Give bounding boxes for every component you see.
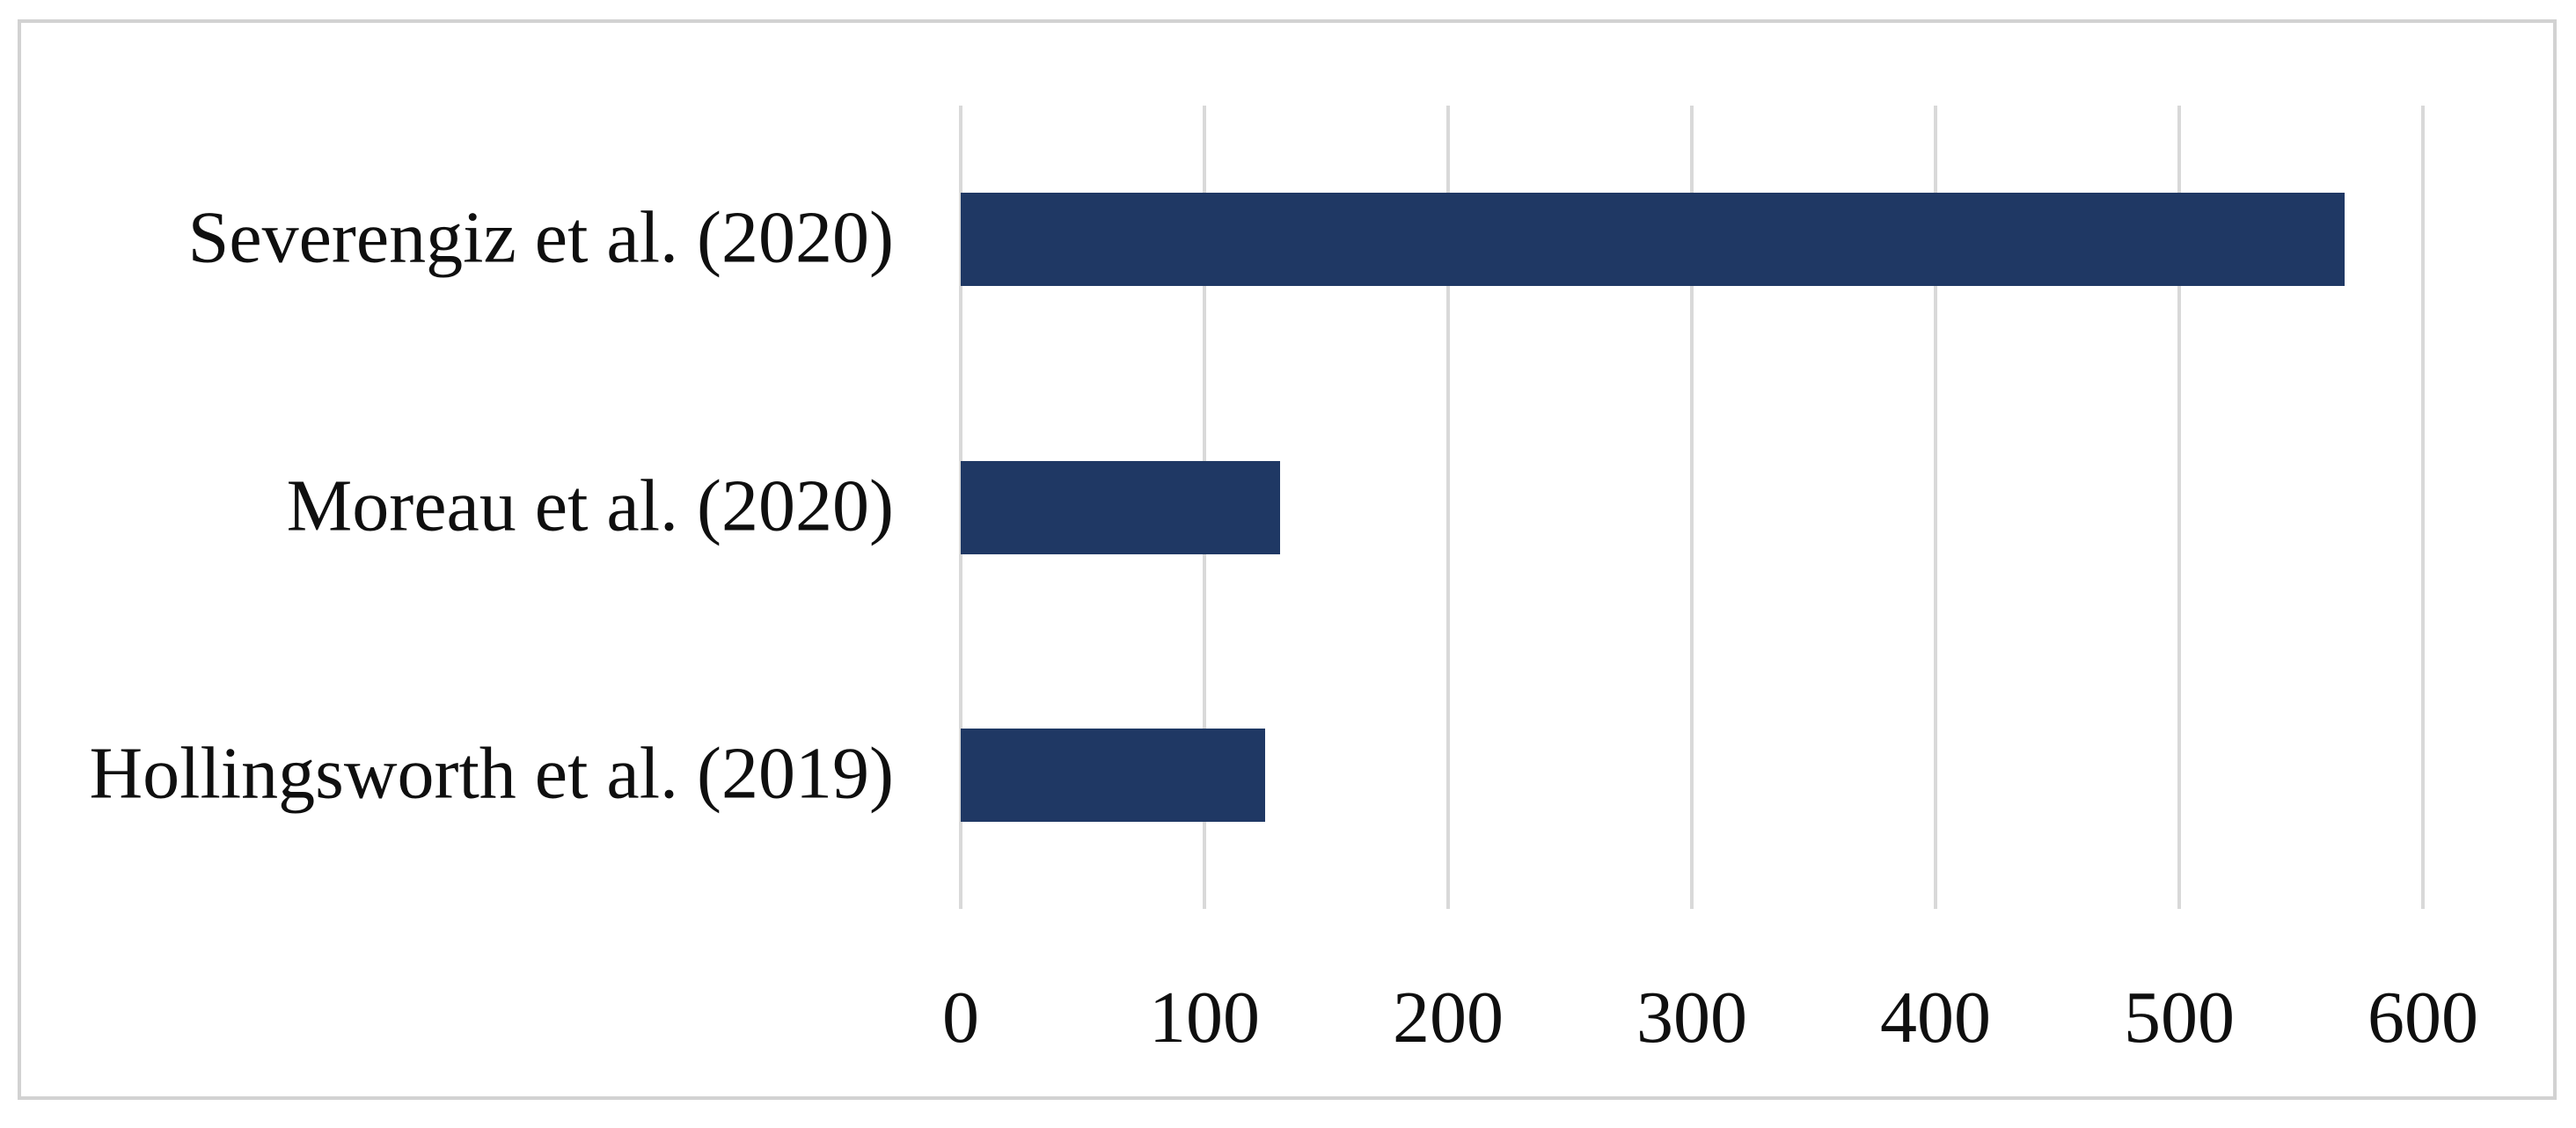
x-tick-label-0: 0: [942, 977, 979, 1058]
x-tick-label-500: 500: [2124, 977, 2235, 1058]
x-tick-label-300: 300: [1636, 977, 1747, 1058]
gridline-x-400: [1934, 106, 1937, 909]
bar-2: [961, 728, 1266, 822]
x-tick-label-100: 100: [1149, 977, 1260, 1058]
gridline-x-200: [1446, 106, 1450, 909]
x-tick-label-400: 400: [1880, 977, 1991, 1058]
bar-1: [961, 460, 1280, 554]
x-tick-label-200: 200: [1393, 977, 1504, 1058]
gridline-x-600: [2421, 106, 2425, 909]
category-label-1: Moreau et al. (2020): [286, 465, 894, 547]
chart-frame: [18, 19, 2557, 1100]
category-label-0: Severengiz et al. (2020): [187, 196, 894, 279]
category-label-2: Hollingsworth et al. (2019): [89, 732, 894, 815]
x-tick-label-600: 600: [2367, 977, 2478, 1058]
bar-0: [961, 193, 2345, 287]
gridline-x-300: [1690, 106, 1694, 909]
gridline-x-500: [2177, 106, 2181, 909]
